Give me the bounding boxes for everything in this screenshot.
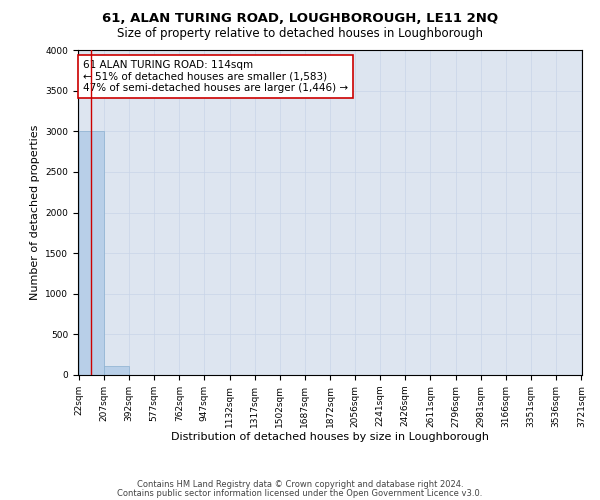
Bar bbox=[79, 132, 104, 375]
Text: 61, ALAN TURING ROAD, LOUGHBOROUGH, LE11 2NQ: 61, ALAN TURING ROAD, LOUGHBOROUGH, LE11… bbox=[102, 12, 498, 26]
Text: Size of property relative to detached houses in Loughborough: Size of property relative to detached ho… bbox=[117, 28, 483, 40]
Text: Contains HM Land Registry data © Crown copyright and database right 2024.: Contains HM Land Registry data © Crown c… bbox=[137, 480, 463, 489]
Bar bbox=[104, 366, 129, 375]
Text: 61 ALAN TURING ROAD: 114sqm
← 51% of detached houses are smaller (1,583)
47% of : 61 ALAN TURING ROAD: 114sqm ← 51% of det… bbox=[83, 60, 348, 93]
X-axis label: Distribution of detached houses by size in Loughborough: Distribution of detached houses by size … bbox=[171, 432, 489, 442]
Y-axis label: Number of detached properties: Number of detached properties bbox=[30, 125, 40, 300]
Text: Contains public sector information licensed under the Open Government Licence v3: Contains public sector information licen… bbox=[118, 488, 482, 498]
